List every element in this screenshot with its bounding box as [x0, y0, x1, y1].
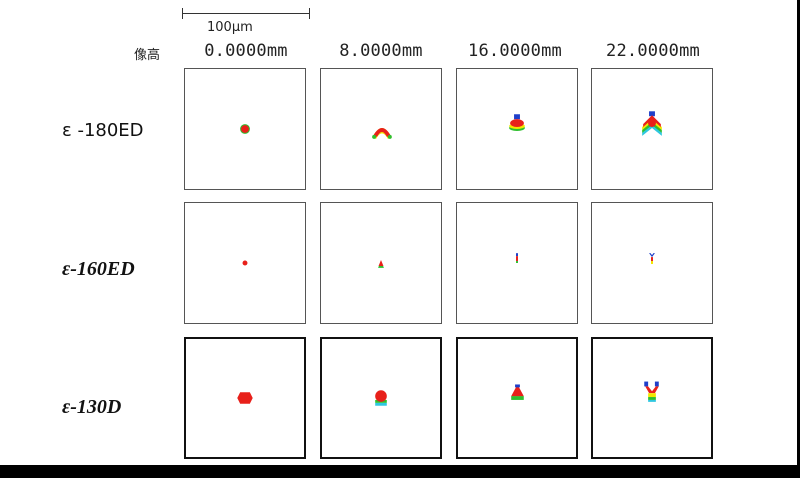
column-header-3: 16.0000mm	[468, 41, 562, 61]
spot-diagram	[509, 114, 525, 131]
spot-cell-r1-c3	[456, 68, 578, 190]
spot-cell-r3-c3	[456, 337, 578, 459]
spot-diagram	[511, 384, 524, 400]
spot-diagram	[649, 253, 655, 264]
spot-cell-r3-c1	[184, 337, 306, 459]
spot-diagram	[378, 260, 384, 268]
spot-diagram	[644, 381, 659, 402]
spot-diagram	[375, 390, 387, 406]
row-label-3: ε-130D	[62, 396, 122, 418]
row-label-1: ε -180ED	[62, 120, 144, 141]
spot-diagram	[237, 392, 253, 404]
spot-cell-r1-c4	[591, 68, 713, 190]
image-height-label: 像高	[134, 48, 161, 63]
figure-canvas: 100μm 像高 0.0000mm 8.0000mm 16.0000mm 22.…	[0, 0, 797, 465]
spot-cell-r2-c1	[184, 202, 306, 324]
spot-cell-r3-c2	[320, 337, 442, 459]
spot-diagram	[516, 253, 518, 263]
spot-cell-r2-c4	[591, 202, 713, 324]
spot-cell-r3-c4	[591, 337, 713, 459]
scale-bar-label: 100μm	[207, 20, 253, 35]
spot-diagram	[642, 111, 662, 136]
scale-bar	[182, 8, 310, 20]
column-header-2: 8.0000mm	[339, 41, 423, 61]
spot-diagram	[372, 128, 392, 139]
spot-diagram	[242, 260, 248, 266]
column-header-4: 22.0000mm	[606, 41, 700, 61]
column-header-1: 0.0000mm	[204, 41, 288, 61]
row-label-2: ε-160ED	[62, 258, 135, 280]
spot-cell-r2-c2	[320, 202, 442, 324]
spot-diagram	[240, 124, 250, 134]
spot-cell-r1-c1	[184, 68, 306, 190]
spot-cell-r2-c3	[456, 202, 578, 324]
spot-cell-r1-c2	[320, 68, 442, 190]
